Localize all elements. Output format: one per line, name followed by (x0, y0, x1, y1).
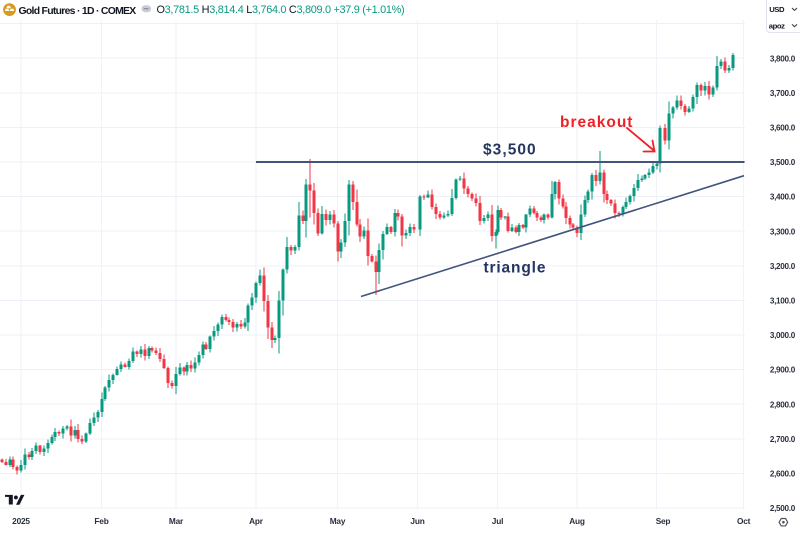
svg-text:2,500.0: 2,500.0 (770, 504, 796, 513)
svg-text:Sep: Sep (656, 516, 671, 526)
svg-text:2025: 2025 (12, 516, 30, 526)
svg-text:3,400.0: 3,400.0 (770, 193, 796, 202)
svg-text:apoz: apoz (769, 21, 785, 30)
svg-text:USD: USD (769, 5, 785, 14)
svg-text:Feb: Feb (94, 516, 108, 526)
svg-text:3,300.0: 3,300.0 (770, 227, 796, 236)
svg-text:Jul: Jul (492, 516, 503, 526)
svg-text:O3,781.5 H3,814.4 L3,764.0 C3,: O3,781.5 H3,814.4 L3,764.0 C3,809.0 +37.… (157, 4, 405, 16)
svg-text:Gold Futures · 1D · COMEX: Gold Futures · 1D · COMEX (19, 6, 137, 17)
svg-text:May: May (330, 516, 346, 526)
svg-text:3,000.0: 3,000.0 (770, 331, 796, 340)
svg-text:2,900.0: 2,900.0 (770, 366, 796, 375)
svg-text:3,500.0: 3,500.0 (770, 158, 796, 167)
svg-text:Jun: Jun (410, 516, 424, 526)
svg-text:breakout: breakout (560, 114, 633, 131)
svg-text:3,700.0: 3,700.0 (770, 89, 796, 98)
svg-text:2,700.0: 2,700.0 (770, 435, 796, 444)
svg-text:Apr: Apr (249, 516, 264, 526)
svg-text:Aug: Aug (569, 516, 585, 526)
svg-text:3,100.0: 3,100.0 (770, 297, 796, 306)
svg-text:Mar: Mar (169, 516, 184, 526)
svg-text:triangle: triangle (484, 260, 547, 277)
svg-text:3,800.0: 3,800.0 (770, 54, 796, 63)
svg-text:2,600.0: 2,600.0 (770, 470, 796, 479)
svg-text:3,200.0: 3,200.0 (770, 262, 796, 271)
svg-text:2,800.0: 2,800.0 (770, 400, 796, 409)
svg-text:$3,500: $3,500 (483, 142, 537, 159)
svg-text:Oct: Oct (737, 516, 751, 526)
svg-text:3,600.0: 3,600.0 (770, 124, 796, 133)
